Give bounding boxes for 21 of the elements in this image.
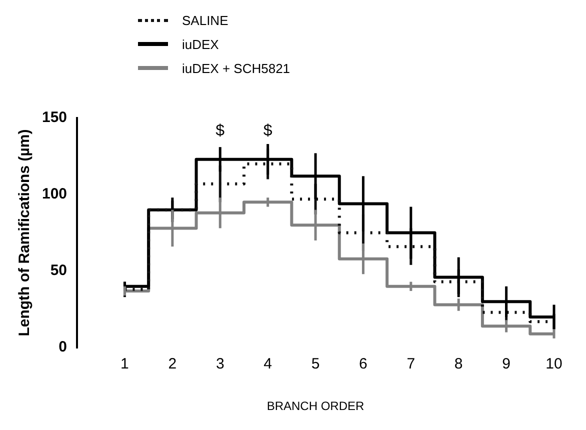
x-tick-label: 5 xyxy=(311,356,320,373)
y-axis-title: Length of Ramifications (µm) xyxy=(16,129,34,336)
x-tick-label: 2 xyxy=(168,356,177,373)
y-tick-label: 0 xyxy=(58,338,68,356)
x-tick-label: 10 xyxy=(546,356,562,373)
annotation: $ xyxy=(263,122,272,140)
x-tick-label: 9 xyxy=(502,356,510,373)
y-tick-label: 50 xyxy=(50,262,68,280)
legend-label: iuDEX xyxy=(182,36,219,52)
y-tick-label: 100 xyxy=(42,186,68,203)
x-axis-title: BRANCH ORDER xyxy=(266,399,365,414)
legend-label: iuDEX + SCH5821 xyxy=(182,60,290,76)
legend-label: SALINE xyxy=(182,12,228,28)
x-tick-label: 3 xyxy=(216,356,224,373)
x-tick-label: 7 xyxy=(406,356,416,373)
annotation: $ xyxy=(216,122,225,140)
x-tick-label: 4 xyxy=(264,356,272,373)
x-tick-label: 1 xyxy=(120,356,129,373)
x-tick-label: 6 xyxy=(359,356,368,373)
y-tick-label: 150 xyxy=(42,109,68,126)
x-tick-label: 8 xyxy=(454,356,463,373)
